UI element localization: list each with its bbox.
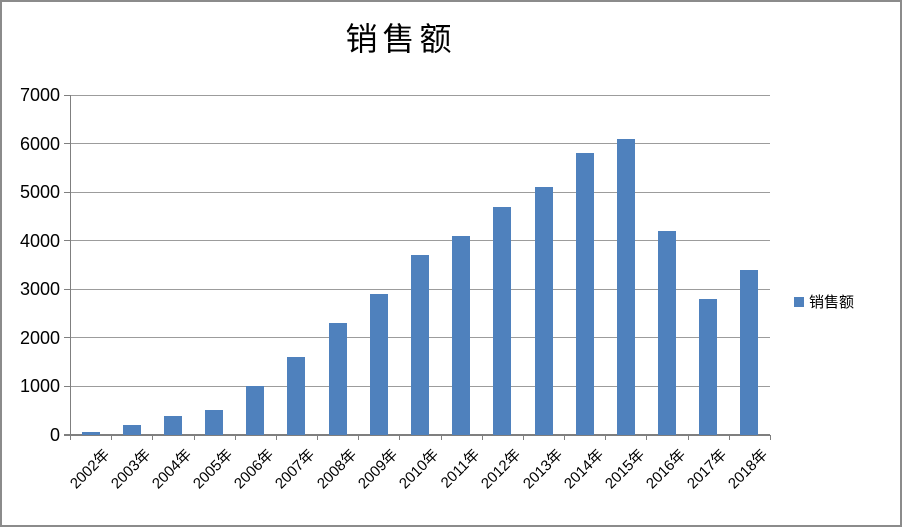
x-tick-mark bbox=[70, 435, 71, 440]
y-tick-mark bbox=[64, 240, 70, 242]
chart-title[interactable]: 销售额 bbox=[345, 20, 457, 58]
y-axis-label: 2000 bbox=[19, 327, 60, 348]
x-tick-mark bbox=[564, 435, 566, 440]
gridline-7000 bbox=[70, 94, 770, 96]
y-tick-mark bbox=[64, 288, 70, 290]
x-tick-mark bbox=[358, 435, 360, 440]
legend[interactable]: 销售额 bbox=[794, 291, 854, 312]
x-tick-mark bbox=[440, 435, 442, 440]
x-tick-mark bbox=[193, 435, 195, 440]
y-axis-label: 1000 bbox=[19, 376, 60, 397]
y-axis-label: 7000 bbox=[19, 85, 60, 105]
y-axis-label: 6000 bbox=[19, 133, 60, 154]
bar-2008年[interactable] bbox=[328, 323, 347, 435]
x-tick-mark bbox=[317, 435, 319, 440]
gridline-5000 bbox=[70, 191, 770, 193]
bar-2014年[interactable] bbox=[575, 153, 594, 435]
gridline-4000 bbox=[70, 240, 770, 242]
bar-2015年[interactable] bbox=[616, 138, 635, 435]
x-tick-mark bbox=[770, 435, 771, 440]
y-axis-label: 5000 bbox=[19, 182, 60, 203]
x-tick-mark bbox=[605, 435, 607, 440]
bar-2013年[interactable] bbox=[534, 187, 553, 435]
x-tick-mark bbox=[234, 435, 236, 440]
y-axis-label: 0 bbox=[49, 425, 60, 445]
gridline-6000 bbox=[70, 143, 770, 145]
legend-label: 销售额 bbox=[809, 294, 855, 311]
y-tick-mark bbox=[64, 385, 70, 387]
bar-2011年[interactable] bbox=[452, 235, 471, 435]
bar-2004年[interactable] bbox=[163, 415, 182, 435]
bar-2018年[interactable] bbox=[740, 269, 759, 435]
bar-2016年[interactable] bbox=[658, 231, 677, 435]
x-tick-mark bbox=[481, 435, 483, 440]
bar-2007年[interactable] bbox=[287, 357, 306, 435]
legend-square-icon bbox=[794, 296, 804, 307]
bar-2010年[interactable] bbox=[411, 255, 429, 435]
x-tick-mark bbox=[728, 435, 730, 440]
bar-2003年[interactable] bbox=[122, 425, 141, 435]
y-tick-mark bbox=[64, 337, 70, 339]
x-tick-mark bbox=[399, 435, 401, 440]
y-axis-line bbox=[70, 95, 71, 435]
y-tick-mark bbox=[64, 191, 70, 193]
x-tick-mark bbox=[111, 435, 113, 440]
y-tick-mark bbox=[64, 143, 70, 145]
x-axis-line bbox=[64, 434, 770, 436]
x-tick-mark bbox=[275, 435, 277, 440]
bar-2009年[interactable] bbox=[369, 294, 388, 435]
y-tick-mark bbox=[64, 94, 70, 96]
y-axis-label: 4000 bbox=[19, 230, 60, 251]
x-tick-mark bbox=[646, 435, 648, 440]
bar-2006年[interactable] bbox=[246, 386, 265, 435]
bar-2005年[interactable] bbox=[205, 409, 224, 435]
x-tick-mark bbox=[522, 435, 524, 440]
x-tick-mark bbox=[687, 435, 689, 440]
bar-2012年[interactable] bbox=[493, 206, 512, 435]
bar-2017年[interactable] bbox=[699, 299, 718, 435]
y-axis-label: 3000 bbox=[19, 279, 60, 300]
x-tick-mark bbox=[152, 435, 154, 440]
bar-2002年[interactable] bbox=[81, 432, 100, 435]
